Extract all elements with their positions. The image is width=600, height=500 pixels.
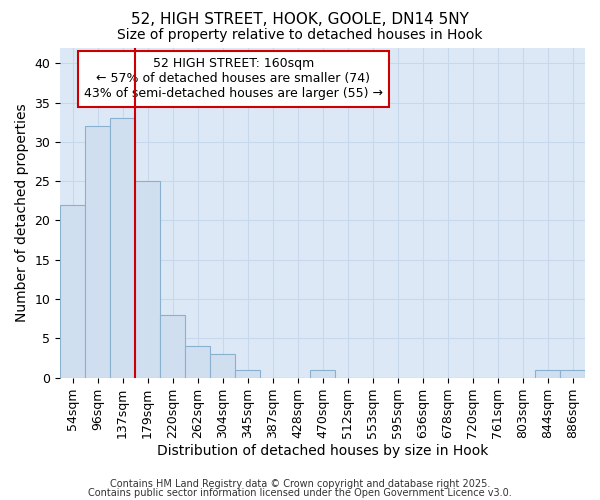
Bar — [85, 126, 110, 378]
Text: Contains public sector information licensed under the Open Government Licence v3: Contains public sector information licen… — [88, 488, 512, 498]
Bar — [135, 181, 160, 378]
Y-axis label: Number of detached properties: Number of detached properties — [15, 104, 29, 322]
Bar — [535, 370, 560, 378]
Bar — [110, 118, 135, 378]
Bar — [560, 370, 585, 378]
Text: Contains HM Land Registry data © Crown copyright and database right 2025.: Contains HM Land Registry data © Crown c… — [110, 479, 490, 489]
Bar — [310, 370, 335, 378]
Bar — [60, 204, 85, 378]
Bar — [210, 354, 235, 378]
Bar — [160, 315, 185, 378]
Text: 52, HIGH STREET, HOOK, GOOLE, DN14 5NY: 52, HIGH STREET, HOOK, GOOLE, DN14 5NY — [131, 12, 469, 28]
Bar — [235, 370, 260, 378]
Bar — [185, 346, 210, 378]
Text: Size of property relative to detached houses in Hook: Size of property relative to detached ho… — [117, 28, 483, 42]
X-axis label: Distribution of detached houses by size in Hook: Distribution of detached houses by size … — [157, 444, 488, 458]
Text: 52 HIGH STREET: 160sqm
← 57% of detached houses are smaller (74)
43% of semi-det: 52 HIGH STREET: 160sqm ← 57% of detached… — [84, 58, 383, 100]
